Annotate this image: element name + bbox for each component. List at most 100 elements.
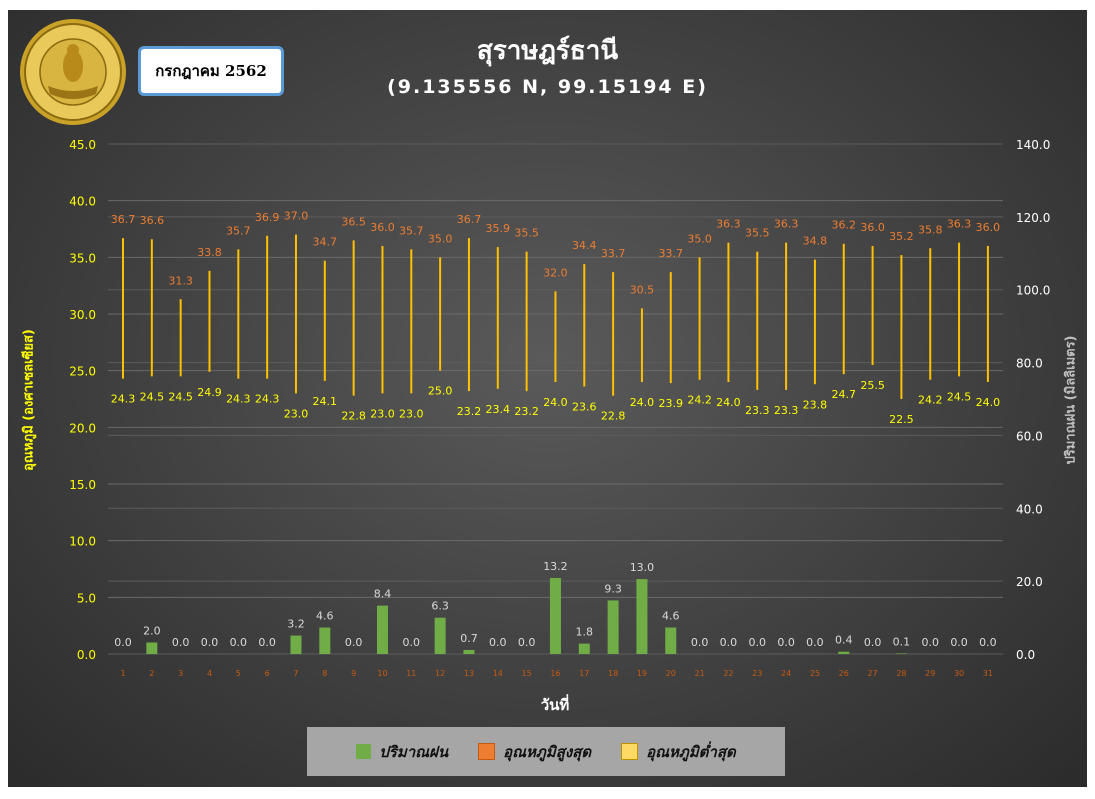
min-temp-label: 24.9 bbox=[197, 386, 222, 399]
max-temp-label: 33.7 bbox=[601, 247, 626, 260]
y-left-tick-label: 5.0 bbox=[77, 591, 96, 605]
legend-item-rain: ปริมาณฝน bbox=[356, 740, 448, 764]
min-temp-label: 23.8 bbox=[803, 398, 828, 411]
rain-data-label: 0.0 bbox=[921, 636, 939, 649]
min-temp-label: 24.2 bbox=[687, 394, 712, 407]
y-right-tick-label: 80.0 bbox=[1016, 357, 1043, 371]
max-temp-label: 35.5 bbox=[514, 227, 539, 240]
y-right-tick-label: 0.0 bbox=[1016, 648, 1035, 662]
max-temp-label: 35.5 bbox=[745, 227, 770, 240]
x-tick-label: 15 bbox=[522, 669, 532, 678]
y-left-tick-label: 20.0 bbox=[69, 421, 96, 435]
x-tick-label: 4 bbox=[207, 669, 212, 678]
rain-data-label: 0.0 bbox=[114, 636, 132, 649]
min-temp-label: 25.0 bbox=[428, 385, 453, 398]
max-temp-label: 33.8 bbox=[197, 246, 222, 259]
min-temp-label: 24.5 bbox=[168, 390, 193, 403]
y-left-tick-label: 0.0 bbox=[77, 648, 96, 662]
rain-data-label: 0.0 bbox=[749, 636, 767, 649]
min-temp-label: 23.0 bbox=[370, 407, 395, 420]
min-temp-label: 23.9 bbox=[659, 397, 684, 410]
max-temp-label: 36.0 bbox=[370, 221, 395, 234]
x-tick-label: 3 bbox=[178, 669, 183, 678]
rain-data-label: 4.6 bbox=[662, 610, 680, 623]
max-temp-label: 33.7 bbox=[659, 247, 684, 260]
max-temp-label: 30.5 bbox=[630, 283, 655, 296]
rain-data-label: 8.4 bbox=[374, 588, 392, 601]
chart-subtitle: (9.135556 N, 99.15194 E) bbox=[387, 76, 708, 98]
rain-bar bbox=[838, 651, 850, 654]
x-tick-label: 10 bbox=[377, 669, 387, 678]
rain-data-label: 0.0 bbox=[950, 636, 968, 649]
y-left-tick-label: 40.0 bbox=[69, 195, 96, 209]
rain-data-label: 0.0 bbox=[230, 636, 248, 649]
max-temp-label: 36.3 bbox=[716, 218, 741, 231]
rain-data-label: 0.4 bbox=[835, 634, 853, 647]
max-temp-label: 36.7 bbox=[457, 213, 482, 226]
legend: ปริมาณฝน อุณหภูมิสูงสุด อุณหภูมิต่ำสุด bbox=[307, 727, 785, 776]
y-right-tick-label: 100.0 bbox=[1016, 284, 1050, 298]
max-temp-label: 36.6 bbox=[140, 214, 165, 227]
min-temp-label: 22.8 bbox=[601, 410, 626, 423]
x-tick-label: 20 bbox=[666, 669, 676, 678]
rain-data-label: 0.7 bbox=[460, 632, 478, 645]
max-temp-label: 34.4 bbox=[572, 239, 597, 252]
chart-title: สุราษฎร์ธานี bbox=[476, 36, 619, 66]
rain-data-label: 6.3 bbox=[431, 600, 449, 613]
rain-bar bbox=[895, 653, 907, 654]
max-temp-label: 34.7 bbox=[313, 236, 338, 249]
rain-bar bbox=[434, 617, 446, 654]
y-right-tick-label: 140.0 bbox=[1016, 138, 1050, 152]
x-tick-label: 5 bbox=[236, 669, 241, 678]
meteorological-department-logo bbox=[20, 19, 126, 125]
max-temp-label: 35.7 bbox=[226, 224, 251, 237]
rain-data-label: 0.0 bbox=[777, 636, 795, 649]
min-temp-label: 23.0 bbox=[284, 407, 309, 420]
x-tick-label: 19 bbox=[637, 669, 647, 678]
min-temp-label: 23.3 bbox=[745, 404, 770, 417]
x-tick-label: 12 bbox=[435, 669, 445, 678]
rain-data-label: 13.2 bbox=[543, 560, 568, 573]
x-tick-label: 9 bbox=[351, 669, 356, 678]
x-tick-label: 8 bbox=[322, 669, 327, 678]
y-axis-left-label: อุณหภูมิ (องศาเซลเซียส) bbox=[21, 329, 37, 471]
legend-swatch bbox=[621, 743, 639, 760]
max-temp-label: 37.0 bbox=[284, 210, 309, 223]
max-temp-label: 36.2 bbox=[832, 219, 857, 232]
y-left-tick-label: 25.0 bbox=[69, 365, 96, 379]
min-temp-label: 24.5 bbox=[140, 390, 165, 403]
legend-item-min-temp: อุณหภูมิต่ำสุด bbox=[621, 740, 736, 764]
min-temp-label: 24.0 bbox=[976, 396, 1001, 409]
max-temp-label: 35.2 bbox=[889, 230, 914, 243]
x-tick-label: 7 bbox=[293, 669, 298, 678]
rain-bar bbox=[549, 577, 561, 654]
x-tick-label: 27 bbox=[867, 669, 877, 678]
max-temp-label: 31.3 bbox=[168, 274, 193, 287]
rain-data-label: 4.6 bbox=[316, 610, 334, 623]
max-temp-label: 36.0 bbox=[976, 221, 1001, 234]
rain-data-label: 0.0 bbox=[403, 636, 421, 649]
y-left-tick-label: 10.0 bbox=[69, 535, 96, 549]
y-left-tick-label: 35.0 bbox=[69, 251, 96, 265]
x-tick-label: 30 bbox=[954, 669, 964, 678]
rain-bar bbox=[607, 600, 619, 654]
rain-data-label: 0.0 bbox=[489, 636, 507, 649]
min-temp-label: 23.6 bbox=[572, 401, 597, 414]
rain-bar bbox=[463, 649, 475, 654]
rain-data-label: 0.1 bbox=[893, 635, 911, 648]
min-temp-label: 25.5 bbox=[860, 379, 885, 392]
max-temp-label: 35.8 bbox=[918, 223, 943, 236]
y-left-tick-label: 15.0 bbox=[69, 478, 96, 492]
rain-data-label: 0.0 bbox=[864, 636, 882, 649]
max-temp-label: 36.9 bbox=[255, 211, 280, 224]
rain-data-label: 0.0 bbox=[518, 636, 536, 649]
rain-data-label: 0.0 bbox=[979, 636, 997, 649]
rain-data-label: 13.0 bbox=[630, 561, 655, 574]
min-temp-label: 24.0 bbox=[716, 396, 741, 409]
min-temp-label: 24.1 bbox=[313, 395, 338, 408]
min-temp-label: 23.0 bbox=[399, 407, 424, 420]
rain-data-label: 0.0 bbox=[172, 636, 190, 649]
max-temp-label: 36.0 bbox=[860, 221, 885, 234]
rain-bar bbox=[290, 635, 302, 654]
x-tick-label: 26 bbox=[839, 669, 849, 678]
